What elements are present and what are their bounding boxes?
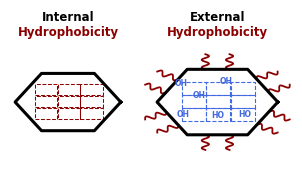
Text: OH: OH	[220, 77, 233, 86]
Bar	[182, 95, 206, 108]
Bar	[35, 108, 57, 119]
Bar	[80, 96, 103, 107]
Text: HO: HO	[238, 110, 251, 119]
Bar	[58, 96, 80, 107]
Bar	[80, 84, 103, 95]
Text: Hydrophobicity: Hydrophobicity	[167, 26, 268, 39]
Bar	[58, 84, 80, 95]
Bar	[35, 84, 57, 95]
Bar	[182, 108, 206, 121]
Bar	[231, 108, 255, 121]
Bar	[35, 96, 57, 107]
Bar	[182, 82, 206, 95]
Bar	[58, 108, 80, 119]
Text: OH: OH	[175, 79, 188, 88]
Text: HO: HO	[211, 111, 224, 120]
Text: Hydrophobicity: Hydrophobicity	[18, 26, 118, 39]
Text: External: External	[190, 11, 245, 23]
Bar	[231, 82, 255, 95]
Bar	[206, 95, 230, 108]
Bar	[206, 108, 230, 121]
Bar	[206, 82, 230, 95]
Bar	[231, 95, 255, 108]
Text: OH: OH	[176, 110, 189, 119]
Text: OH: OH	[193, 91, 206, 100]
Text: Internal: Internal	[42, 11, 94, 23]
Bar	[80, 108, 103, 119]
